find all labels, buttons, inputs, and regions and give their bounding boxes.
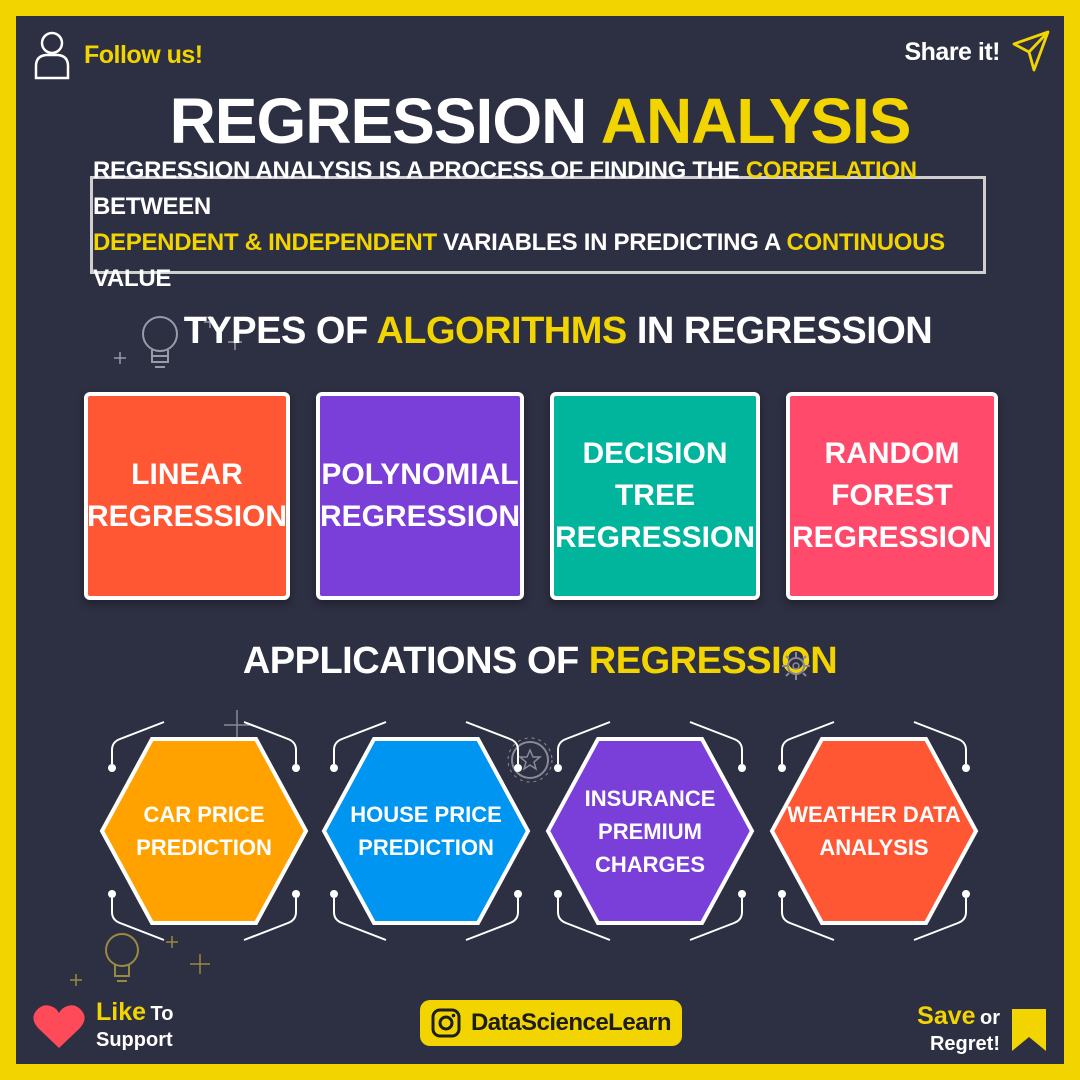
hex-label-line: WEATHER DATA [787,802,961,827]
hex-label-line: PREMIUM [598,818,702,844]
title-part-2: ANALYSIS [600,85,912,157]
definition-highlight: CORRELATION [745,157,917,184]
instagram-handle[interactable]: DataScienceLearn [420,1000,682,1046]
save-label: Save [917,1002,976,1030]
card-label-line: REGRESSION [554,521,756,554]
definition-text: VALUE [93,265,172,292]
hex-insurance-premium-charges: INSURANCE PREMIUM CHARGES [540,706,760,956]
card-label-line: TREE [614,479,695,512]
page-title: REGRESSION ANALYSIS [16,84,1064,158]
share-it-label: Share it! [904,37,1000,66]
user-icon [34,31,70,80]
hex-label-line: ANALYSIS [819,835,929,860]
like-to-label: To [150,1003,174,1025]
paper-plane-icon [1012,30,1050,72]
hexagon-shape [769,721,979,941]
instagram-icon [431,1008,461,1038]
hex-label-line: CHARGES [594,851,705,877]
applications-section-title: APPLICATIONS OF REGRESSION [16,640,1064,683]
card-label-line: LINEAR [131,458,243,491]
card-polynomial-regression: POLYNOMIAL REGRESSION [316,392,524,600]
hex-label-line: HOUSE PRICE [350,802,502,827]
like-support-label: Support [96,1029,173,1051]
definition-highlight: CONTINUOUS [786,229,946,256]
like-label: Like [96,998,147,1026]
hex-label-line: CAR PRICE [143,802,265,827]
card-random-forest-regression: RANDOM FOREST REGRESSION [786,392,998,600]
follow-us-link[interactable]: Follow us! [34,30,203,80]
hex-car-price-prediction: CAR PRICE PREDICTION [94,706,314,956]
card-label-line: REGRESSION [791,521,993,554]
definition-line-1: REGRESSION ANALYSIS IS A PROCESS OF FIND… [93,153,983,225]
instagram-handle-label: DataScienceLearn [470,1009,672,1036]
card-label-line: FOREST [831,479,953,512]
follow-us-label: Follow us! [84,40,203,69]
card-label-line: REGRESSION [319,500,521,533]
types-title-part-1: TYPES OF [183,310,368,352]
types-title-part-3: IN REGRESSION [636,310,933,352]
card-linear-regression: LINEAR REGRESSION [84,392,290,600]
definition-line-2: DEPENDENT & INDEPENDENT VARIABLES IN PRE… [93,225,983,297]
heart-icon [33,1005,85,1048]
hex-label-line: PREDICTION [136,835,272,860]
share-it-link[interactable]: Share it! [904,30,1050,74]
gear-icon [782,652,810,680]
title-part-1: REGRESSION [169,85,588,157]
definition-text: REGRESSION ANALYSIS IS A PROCESS OF FIND… [93,157,746,184]
star-badge-icon [507,737,553,783]
card-decision-tree-regression: DECISION TREE REGRESSION [550,392,760,600]
applications-title-part-1: APPLICATIONS OF [242,640,579,682]
definition-box: REGRESSION ANALYSIS IS A PROCESS OF FIND… [90,157,986,292]
hexagon-shape [545,721,755,941]
card-label-line: RANDOM [824,437,960,470]
definition-highlight: DEPENDENT & INDEPENDENT [93,229,437,256]
hex-label-line: INSURANCE [584,785,716,811]
like-button[interactable]: Like To Support [32,1000,173,1052]
card-label-line: POLYNOMIAL [321,458,519,491]
save-text: Save or Regret! [917,1004,1000,1056]
hex-weather-data-analysis: WEATHER DATA ANALYSIS [764,706,984,956]
infographic-canvas: Follow us! Share it! REGRESSION ANALYSIS… [16,16,1064,1064]
definition-text: VARIABLES IN PREDICTING A [436,229,787,256]
hex-house-price-prediction: HOUSE PRICE PREDICTION [316,706,536,956]
card-label-line: DECISION [582,437,728,470]
definition-text: BETWEEN [93,193,211,220]
sparkle-icon [224,710,250,740]
types-section-title: TYPES OF ALGORITHMS IN REGRESSION [16,310,1064,353]
lightbulb-icon [114,316,242,368]
types-title-part-2: ALGORITHMS [376,310,627,352]
hexagon-shape [321,721,531,941]
save-regret-label: Regret! [929,1033,1000,1055]
lightbulb-icon [70,933,210,986]
bookmark-icon [1012,1009,1046,1051]
card-label-line: REGRESSION [86,500,288,533]
hexagon-shape [99,721,309,941]
like-text: Like To Support [96,1000,173,1052]
hex-label-line: PREDICTION [358,835,494,860]
save-or-label: or [980,1007,1000,1029]
save-button[interactable]: Save or Regret! [917,1004,1048,1056]
